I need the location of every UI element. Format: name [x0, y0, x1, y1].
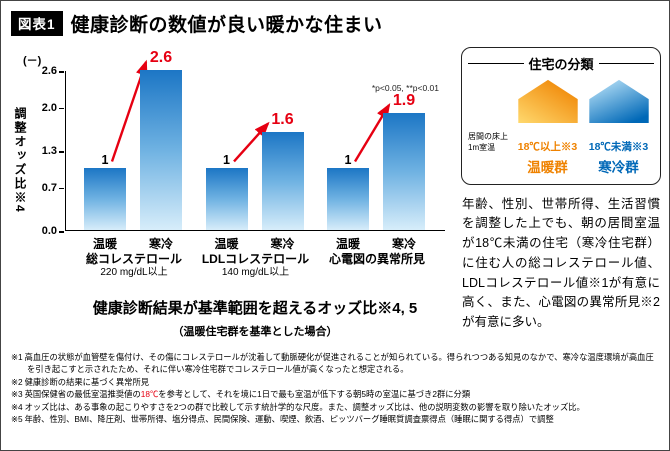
panel-title: 住宅の分類 [528, 57, 594, 72]
footnote: ※5 年齢、性別、BMI、降圧剤、世帯所得、塩分得点、民間保険、運動、喫煙、飲酒、… [11, 413, 659, 425]
footnote-marker: ※1 [11, 352, 23, 362]
y-axis: 2.6 2.0 1.3 0.7 0.0 [27, 65, 65, 237]
category-label-cold: 寒冷 [148, 237, 173, 251]
cold-temp-label: 18℃未満※3 [588, 140, 649, 153]
chart-subcaption: （温暖住宅群を基準とした場合） [172, 326, 338, 338]
bar-value-warm: 1 [344, 153, 352, 168]
footnote-marker: ※4 [11, 401, 23, 412]
bar-group-total-cholesterol: 1 2.6 温暖 寒冷 総コレステロール 220 mg/dL以上 [76, 49, 192, 278]
y-tick: 1.3 [41, 145, 65, 157]
footnotes: ※1 高血圧の状態が血管壁を傷付け、その傷にコレステロールが沈着して動脈硬化が促進… [11, 351, 659, 426]
bar-cold: 1.9 [383, 92, 425, 230]
category-label-warm: 温暖 [214, 237, 239, 251]
cold-house-icon [588, 79, 649, 124]
cold-house-cell [583, 78, 654, 129]
warm-temp-label: 18℃以上※3 [517, 140, 578, 153]
bar-value-warm: 1 [223, 153, 230, 168]
summary-text: 年齢、性別、世帯所得、生活習慣を調整した上でも、朝の居間室温が18℃未満の住宅（… [462, 196, 660, 330]
panel-title-row: 住宅の分類 [468, 54, 654, 73]
footnote: ※4 オッズ比は、ある事象の起こりやすさを2つの群で比較して示す統計学的な尺度。ま… [11, 401, 659, 413]
category-label-cold: 寒冷 [391, 237, 416, 251]
odds-ratio-bar-chart: 調整オッズ比※4 (－) 2.6 2.0 1.3 0.7 0.0 *p<0.05… [9, 41, 455, 339]
y-axis-unit-label: (－) [23, 55, 42, 67]
figure-tag: 図表1 [11, 11, 63, 36]
footnote-text: 英国保健省の最低室温推奨値の [24, 389, 141, 400]
footnote-text: を参考として、それを境に1日で最も室温が低下する朝5時の室温に基づき2群に分類 [158, 389, 471, 400]
footnote-text: オッズ比は、ある事象の起こりやすさを2つの群で比較して示す統計学的な尺度。また、… [24, 401, 585, 412]
footnote-text: 高血圧の状態が血管壁を傷付け、その傷にコレステロールが沈着して動脈硬化が促進され… [24, 352, 654, 375]
category-label-cold: 寒冷 [270, 237, 295, 251]
houses-grid: 居間の床上 1m室温 18℃以上※3 18℃未満※3 温暖群 寒冷群 [468, 78, 654, 176]
footnote-marker: ※5 [11, 414, 23, 425]
bar-value-cold: 1.6 [271, 110, 294, 128]
footnote-text: 年齢、性別、BMI、降圧剤、世帯所得、塩分得点、民間保険、運動、喫煙、飲酒、ピッ… [24, 414, 554, 425]
bar-warm: 1 [84, 153, 126, 230]
warm-house-icon [517, 79, 578, 124]
room-temp-note: 居間の床上 1m室温 [468, 132, 508, 152]
bar-value-warm: 1 [101, 153, 109, 168]
bar-value-cold: 1.9 [392, 92, 416, 110]
bar-value-cold: 2.6 [149, 49, 173, 66]
plot-area: 2.6 2.0 1.3 0.7 0.0 *p<0.05, **p<0.01 [42, 49, 445, 278]
plot-wrap: (－) 2.6 2.0 1.3 0.7 0.0 *p<0.05, **p<0.0… [23, 49, 445, 278]
group-name: 総コレステロール 220 mg/dL以上 [85, 252, 182, 278]
footnote: ※1 高血圧の状態が血管壁を傷付け、その傷にコレステロールが沈着して動脈硬化が促進… [11, 351, 659, 376]
bar-cold: 1.6 [261, 111, 304, 230]
page-title: 健康診断の数値が良い暖かな住まい [70, 15, 383, 36]
cold-group-label: 寒冷群 [598, 159, 639, 175]
bar-group-ldl-cholesterol: 1 1.6 温暖 寒冷 LDLコレステロール 140 mg/dL以上 [198, 71, 314, 278]
footnote-marker: ※2 [11, 376, 23, 387]
chart-caption: 健康診断結果が基準範囲を超えるオッズ比※4, 5 [92, 300, 418, 317]
footnote: ※3 英国保健省の最低室温推奨値の18℃を参考として、それを境に1日で最も室温が低… [11, 388, 659, 400]
footnote-text: 健康診断の結果に基づく異常所見 [24, 376, 150, 387]
footnote: ※2 健康診断の結果に基づく異常所見 [11, 376, 659, 388]
housing-classification-panel: 住宅の分類 [461, 47, 661, 185]
content: 調整オッズ比※4 (－) 2.6 2.0 1.3 0.7 0.0 *p<0.05… [1, 39, 669, 339]
bar-group-ecg-findings: 1 1.9 温暖 寒冷 心電図の異常所見 [319, 71, 435, 266]
y-tick: 0.7 [41, 181, 65, 194]
y-axis-title: 調整オッズ比※4 [13, 107, 27, 214]
footnote-marker: ※3 [11, 389, 23, 400]
bar-cold: 2.6 [140, 49, 182, 230]
y-tick: 2.0 [41, 101, 65, 114]
bar-warm: 1 [205, 153, 248, 230]
right-column: 住宅の分類 [461, 41, 661, 339]
significance-note: *p<0.05, **p<0.01 [371, 83, 439, 93]
y-tick: 2.6 [41, 65, 65, 77]
category-label-warm: 温暖 [92, 237, 117, 251]
warm-group-label: 温暖群 [527, 159, 568, 175]
header: 図表1 健康診断の数値が良い暖かな住まい [1, 1, 669, 39]
group-name: 心電図の異常所見 [328, 252, 425, 266]
bar-warm: 1 [327, 153, 369, 230]
y-tick: 0.0 [41, 225, 65, 237]
footnote-text: 18℃ [140, 389, 159, 400]
category-label-warm: 温暖 [335, 237, 360, 251]
warm-house-cell [512, 78, 583, 129]
group-name: LDLコレステロール 140 mg/dL以上 [201, 252, 310, 278]
